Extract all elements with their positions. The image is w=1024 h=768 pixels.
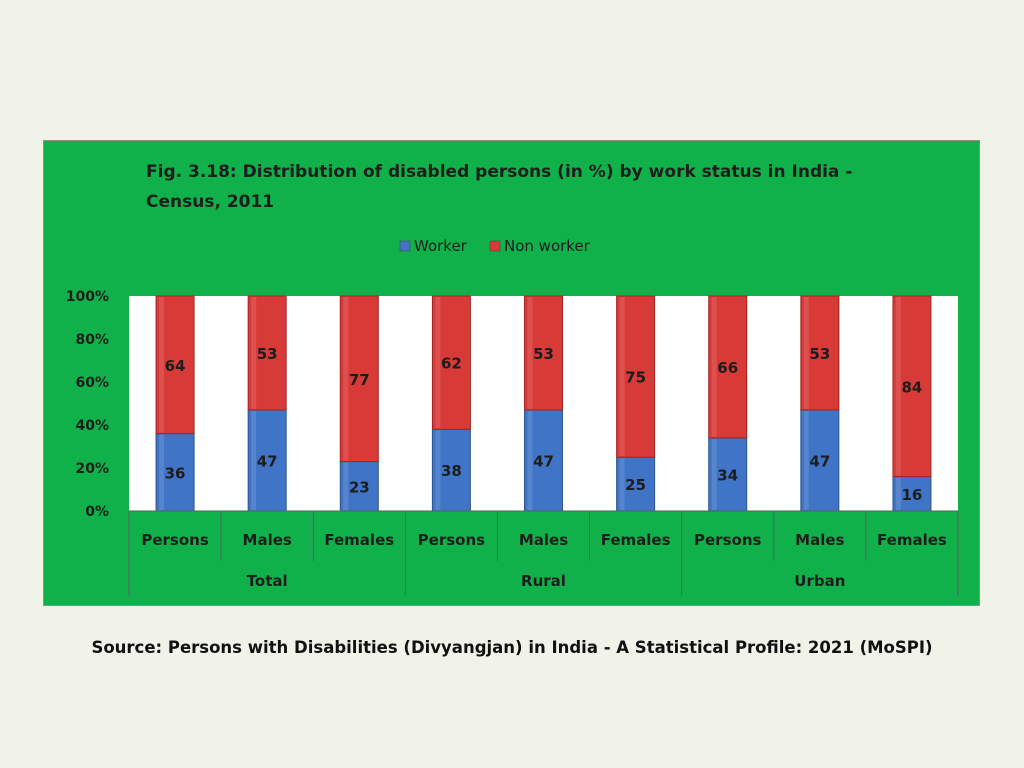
y-tick-label: 80% bbox=[75, 332, 109, 348]
data-label-worker: 47 bbox=[257, 452, 278, 470]
source-note: Source: Persons with Disabilities (Divya… bbox=[91, 638, 933, 657]
data-label-worker: 23 bbox=[349, 478, 370, 496]
group-label: Urban bbox=[794, 572, 845, 590]
legend-label-non-worker: Non worker bbox=[504, 237, 591, 255]
x-tick-label: Males bbox=[519, 531, 568, 549]
chart-svg: 0% 20% 40% 60% 80% 100% Worker Non worker 36 64 47… bbox=[66, 237, 959, 596]
data-label-non-worker: 53 bbox=[533, 345, 554, 363]
bar-worker bbox=[708, 437, 748, 512]
data-label-non-worker: 64 bbox=[165, 357, 186, 375]
group-label: Total bbox=[247, 572, 288, 590]
bar-highlight bbox=[435, 430, 441, 510]
bar-highlight bbox=[527, 297, 533, 409]
bar-non-worker bbox=[431, 295, 471, 430]
bar-non-worker bbox=[708, 295, 748, 439]
legend-swatch-worker bbox=[399, 240, 411, 252]
bar-highlight bbox=[711, 297, 717, 437]
data-label-non-worker: 62 bbox=[441, 355, 462, 373]
data-label-non-worker: 77 bbox=[349, 371, 370, 389]
bar-highlight bbox=[251, 410, 257, 510]
data-label-worker: 34 bbox=[717, 466, 738, 484]
bar-non-worker bbox=[800, 295, 840, 411]
bar-highlight bbox=[711, 438, 717, 510]
bar-non-worker bbox=[155, 295, 195, 435]
data-label-worker: 16 bbox=[902, 486, 923, 504]
x-tick-label: Females bbox=[877, 531, 947, 549]
x-tick-label: Males bbox=[243, 531, 292, 549]
x-tick-label: Persons bbox=[141, 531, 208, 549]
bar-highlight bbox=[159, 297, 165, 433]
bar-highlight bbox=[619, 458, 625, 510]
bar-highlight bbox=[159, 434, 165, 510]
data-label-non-worker: 53 bbox=[809, 345, 830, 363]
data-label-non-worker: 84 bbox=[902, 378, 923, 396]
group-label: Rural bbox=[521, 572, 566, 590]
data-label-worker: 47 bbox=[809, 452, 830, 470]
bar-non-worker bbox=[339, 295, 379, 463]
bar-non-worker bbox=[247, 295, 287, 411]
legend-label-worker: Worker bbox=[414, 237, 468, 255]
bar-non-worker bbox=[524, 295, 563, 411]
bar-non-worker bbox=[616, 295, 656, 458]
bar-highlight bbox=[251, 297, 257, 409]
bar-worker bbox=[616, 456, 656, 512]
bar-highlight bbox=[803, 297, 809, 409]
y-tick-label: 40% bbox=[75, 418, 109, 434]
bar-worker bbox=[892, 476, 932, 512]
bar-worker bbox=[339, 461, 379, 512]
data-label-worker: 25 bbox=[625, 476, 646, 494]
data-label-non-worker: 66 bbox=[717, 359, 738, 377]
chart-panel: Fig. 3.18: Distribution of disabled pers… bbox=[43, 140, 980, 606]
legend-swatch-non-worker bbox=[489, 240, 501, 252]
bar-highlight bbox=[435, 297, 441, 429]
bar-highlight bbox=[343, 462, 349, 510]
bar-highlight bbox=[895, 297, 901, 476]
data-label-non-worker: 75 bbox=[625, 369, 646, 387]
bar-highlight bbox=[895, 477, 901, 510]
data-label-worker: 38 bbox=[441, 462, 462, 480]
bar-highlight bbox=[619, 297, 625, 457]
y-tick-label: 100% bbox=[66, 289, 109, 305]
y-tick-label: 60% bbox=[75, 375, 109, 391]
x-tick-label: Persons bbox=[418, 531, 485, 549]
bar-non-worker bbox=[892, 295, 932, 478]
x-tick-label: Males bbox=[795, 531, 844, 549]
data-label-non-worker: 53 bbox=[257, 345, 278, 363]
x-tick-label: Females bbox=[324, 531, 394, 549]
bar-highlight bbox=[343, 297, 349, 461]
y-tick-label: 0% bbox=[85, 504, 109, 520]
chart-title: Fig. 3.18: Distribution of disabled pers… bbox=[146, 162, 853, 212]
bar-worker bbox=[247, 409, 287, 512]
x-tick-label: Persons bbox=[694, 531, 761, 549]
data-label-worker: 36 bbox=[165, 464, 186, 482]
y-tick-label: 20% bbox=[75, 461, 109, 477]
data-label-worker: 47 bbox=[533, 452, 554, 470]
x-tick-label: Females bbox=[601, 531, 671, 549]
bar-worker bbox=[800, 409, 840, 512]
bar-highlight bbox=[527, 410, 533, 510]
bar-highlight bbox=[803, 410, 809, 510]
